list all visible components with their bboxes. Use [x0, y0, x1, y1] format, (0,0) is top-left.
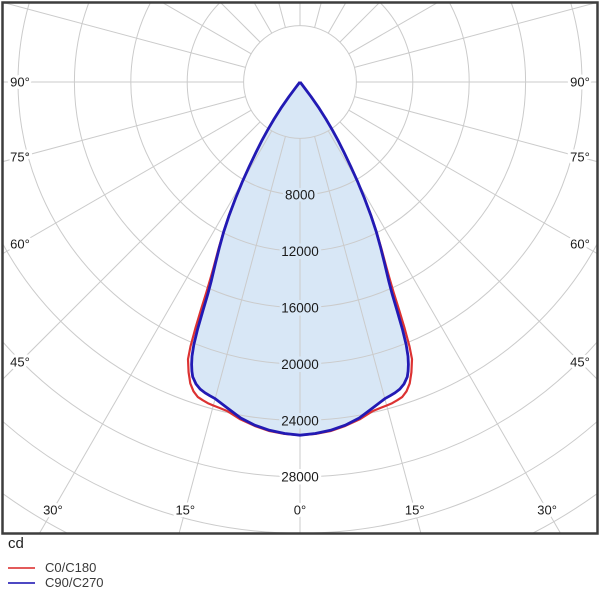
angle-label-right: 45° [570, 355, 590, 370]
angle-label-bottom: 0° [294, 503, 306, 518]
angle-label-right: 60° [570, 236, 590, 251]
angle-label-left: 60° [10, 236, 30, 251]
curve-c90-c270 [190, 81, 410, 437]
plot-frame [1, 1, 599, 535]
ring-label: 20000 [281, 357, 319, 372]
angle-label-left: 45° [10, 355, 30, 370]
ring-label: 12000 [281, 244, 319, 259]
angle-label-bottom: 15° [175, 503, 195, 518]
angle-label-right: 90° [570, 75, 590, 90]
angle-label-left: 75° [10, 150, 30, 165]
ring-label: 24000 [281, 413, 319, 428]
angle-label-bottom: 30° [537, 503, 557, 518]
ring-label: 28000 [281, 470, 319, 485]
angle-label-bottom: 15° [405, 503, 425, 518]
legend-swatch-c0-c180 [8, 566, 35, 569]
legend: C0/C180 C90/C270 [8, 560, 104, 590]
legend-item-c0-c180: C0/C180 [8, 560, 104, 575]
ring-label: 8000 [285, 188, 315, 203]
legend-label-c0-c180: C0/C180 [45, 560, 97, 575]
legend-swatch-c90-c270 [8, 581, 35, 584]
angle-label-bottom: 30° [43, 503, 63, 518]
legend-label-c90-c270: C90/C270 [45, 575, 104, 590]
legend-item-c90-c270: C90/C270 [8, 575, 104, 590]
ring-label: 16000 [281, 300, 319, 315]
angle-label-right: 75° [570, 150, 590, 165]
unit-label: cd [8, 535, 24, 552]
angle-label-left: 90° [10, 75, 30, 90]
